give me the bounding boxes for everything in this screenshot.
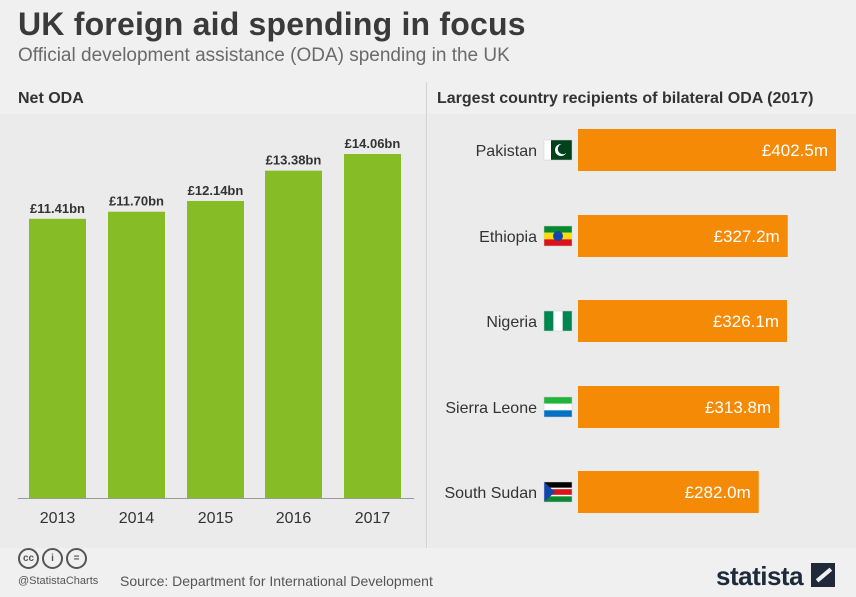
flag-border <box>543 139 573 161</box>
flag-border <box>543 310 573 332</box>
flag-part <box>562 311 572 331</box>
bar-value-label: £313.8m <box>705 398 771 417</box>
south-sudan-flag-icon <box>543 481 573 503</box>
page-title: UK foreign aid spending in focus <box>18 6 526 42</box>
flag-part <box>553 231 563 241</box>
bar-value-label: £11.41bn <box>30 201 85 216</box>
flag-part <box>544 311 554 331</box>
footer-source: Source: Department for International Dev… <box>120 573 433 589</box>
bar-value-label: £14.06bn <box>345 136 401 151</box>
flag-part <box>544 495 572 502</box>
nigeria-flag-icon <box>543 310 573 332</box>
bar-2014 <box>108 211 165 499</box>
license-icons: cc i = <box>18 548 90 569</box>
flag-part <box>544 482 555 502</box>
bar-value-label: £402.5m <box>762 141 828 160</box>
bar-nigeria <box>578 300 788 342</box>
category-label: Sierra Leone <box>445 400 537 417</box>
x-tick-label: 2015 <box>198 510 234 527</box>
category-label: Ethiopia <box>479 229 537 246</box>
panel-divider <box>426 82 427 548</box>
cc-icon: cc <box>18 548 39 569</box>
statista-logo: statista <box>716 561 804 591</box>
bar-2013 <box>29 218 86 498</box>
flag-part <box>544 494 572 497</box>
flag-border <box>543 481 573 503</box>
flag-part <box>544 482 572 489</box>
x-tick-label: 2016 <box>276 510 312 527</box>
recipients-title: Largest country recipients of bilateral … <box>437 90 814 107</box>
statista-logo-icon <box>811 563 835 587</box>
bar-2017 <box>344 154 401 498</box>
flag-part <box>544 403 572 411</box>
category-label: South Sudan <box>444 485 537 502</box>
bar-2015 <box>187 200 244 498</box>
x-tick-label: 2014 <box>119 510 155 527</box>
bar-pakistan <box>578 129 836 171</box>
flag-part <box>544 239 572 246</box>
flag-part <box>544 487 572 490</box>
category-label: Nigeria <box>486 314 537 331</box>
net-oda-title: Net ODA <box>18 90 84 107</box>
pakistan-flag-icon <box>543 139 573 161</box>
nd-icon: = <box>66 548 87 569</box>
flag-part <box>557 143 569 155</box>
x-tick-label: 2017 <box>355 510 391 527</box>
ethiopia-flag-icon <box>543 225 573 247</box>
bar-value-label: £327.2m <box>714 227 780 246</box>
bar-value-label: £326.1m <box>713 312 779 331</box>
bar-2016 <box>265 170 322 498</box>
flag-border <box>543 225 573 247</box>
bar-south-sudan <box>578 471 759 513</box>
bar-ethiopia <box>578 215 788 257</box>
sierra-leone-flag-icon <box>543 396 573 418</box>
page-subtitle: Official development assistance (ODA) sp… <box>18 45 510 66</box>
flag-part <box>544 410 572 417</box>
footer-handle: @StatistaCharts <box>18 575 99 587</box>
bar-sierra-leone <box>578 386 780 428</box>
bar-value-label: £13.38bn <box>266 153 322 168</box>
bar-value-label: £282.0m <box>685 483 751 502</box>
bar-value-label: £12.14bn <box>188 183 244 198</box>
category-label: Pakistan <box>476 143 537 160</box>
bar-value-label: £11.70bn <box>109 194 164 209</box>
flag-part <box>544 397 572 404</box>
x-tick-label: 2013 <box>40 510 76 527</box>
flag-border <box>543 396 573 418</box>
by-icon: i <box>42 548 63 569</box>
flag-part <box>544 488 572 496</box>
flag-part <box>544 226 572 233</box>
